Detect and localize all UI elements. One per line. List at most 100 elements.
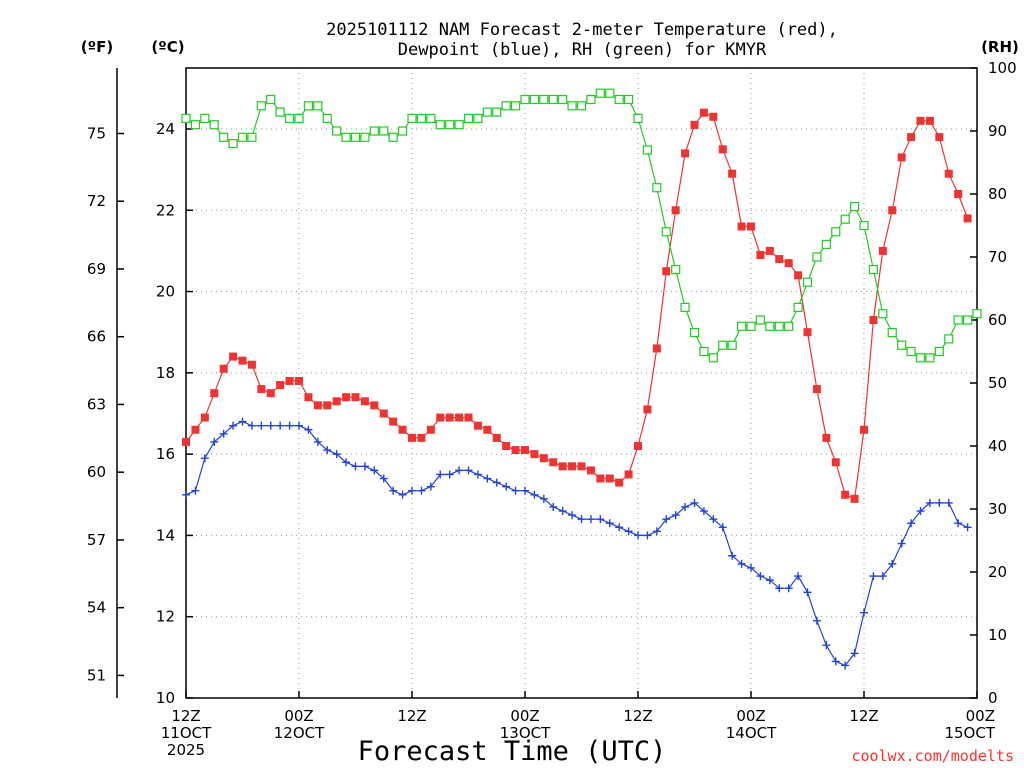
temperature-point bbox=[238, 356, 247, 365]
c-tick-label: 16 bbox=[156, 445, 175, 463]
rh-tick-label: 60 bbox=[988, 311, 1007, 329]
dewpoint-point bbox=[568, 511, 577, 520]
temperature-point bbox=[615, 478, 624, 487]
temperature-point bbox=[784, 259, 793, 268]
dewpoint-point bbox=[521, 486, 529, 495]
temperature-point bbox=[568, 462, 577, 471]
dewpoint-point bbox=[219, 429, 228, 438]
rh-point bbox=[454, 120, 464, 130]
rh-point bbox=[294, 113, 304, 124]
chart-title-line-1: 2025101112 NAM Forecast 2-meter Temperat… bbox=[326, 20, 838, 40]
rh-point bbox=[614, 94, 624, 105]
dewpoint-point bbox=[266, 421, 275, 430]
dewpoint-point bbox=[558, 507, 567, 516]
c-tick-label: 24 bbox=[156, 120, 175, 138]
dewpoint-point bbox=[812, 616, 821, 625]
rh-point bbox=[934, 346, 944, 357]
rh-point bbox=[463, 113, 474, 124]
dewpoint-point bbox=[408, 486, 416, 495]
rh-point bbox=[831, 227, 841, 237]
dewpoint-point bbox=[502, 482, 511, 491]
c-tick-label: 12 bbox=[156, 608, 175, 626]
rh-point bbox=[944, 334, 954, 344]
dewpoint-point bbox=[728, 551, 737, 560]
dewpoint-point bbox=[342, 458, 351, 467]
temperature-point bbox=[812, 385, 821, 394]
rh-point bbox=[567, 101, 577, 111]
rh-tick-label: 30 bbox=[988, 500, 1007, 518]
rh-point bbox=[878, 309, 888, 319]
dewpoint-point bbox=[624, 527, 633, 536]
temperature-point bbox=[229, 352, 238, 361]
rh-point bbox=[266, 94, 276, 105]
rh-point bbox=[520, 94, 530, 105]
temperature-point bbox=[869, 316, 878, 324]
rh-point bbox=[219, 132, 229, 142]
temperature-point bbox=[247, 360, 256, 369]
rh-tick-label: 10 bbox=[988, 626, 1007, 644]
temperature-point bbox=[747, 222, 755, 231]
x-tick-label: 12Z bbox=[397, 707, 426, 725]
temperature-point bbox=[643, 405, 652, 414]
c-tick-label: 18 bbox=[156, 364, 175, 382]
temperature-point bbox=[530, 450, 539, 459]
f-tick-label: 69 bbox=[87, 260, 106, 278]
dewpoint-point bbox=[907, 519, 916, 528]
dewpoint-point bbox=[747, 563, 755, 572]
dewpoint-point bbox=[850, 649, 859, 658]
dewpoint-point bbox=[464, 466, 473, 475]
temperature-point bbox=[521, 446, 529, 455]
rh-point bbox=[313, 101, 323, 111]
f-tick-label: 66 bbox=[87, 328, 106, 346]
rh-point bbox=[718, 340, 728, 350]
dewpoint-point bbox=[577, 515, 586, 524]
dewpoint-point bbox=[323, 446, 332, 455]
credit-text: coolwx.com/modelts bbox=[851, 747, 1014, 765]
gridlines bbox=[185, 68, 978, 699]
rh-point bbox=[906, 346, 916, 357]
temperature-point bbox=[944, 169, 953, 178]
temperature-point bbox=[483, 425, 492, 434]
dewpoint-point bbox=[304, 425, 313, 434]
dewpoint-point bbox=[643, 531, 652, 540]
temperature-point bbox=[191, 425, 200, 434]
rh-point bbox=[379, 126, 389, 136]
temperature-point bbox=[360, 397, 369, 406]
temperature-point bbox=[417, 433, 426, 442]
dewpoint-point bbox=[586, 515, 595, 524]
dewpoint-point bbox=[182, 490, 190, 499]
temperature-point bbox=[549, 458, 558, 467]
rh-point bbox=[661, 227, 671, 237]
rh-point bbox=[755, 315, 766, 325]
rh-point bbox=[209, 120, 219, 130]
temperature-point bbox=[718, 145, 727, 154]
temperature-point bbox=[502, 442, 511, 450]
dewpoint-point bbox=[295, 421, 303, 430]
dewpoint-point bbox=[963, 523, 972, 532]
rh-point bbox=[539, 94, 549, 105]
temperature-point bbox=[266, 389, 275, 398]
f-tick-label: 51 bbox=[87, 666, 106, 684]
rh-point bbox=[332, 126, 342, 136]
rh-point bbox=[953, 315, 963, 325]
rh-point bbox=[360, 132, 370, 142]
dewpoint-point bbox=[379, 474, 388, 483]
dewpoint-point bbox=[511, 486, 520, 495]
celsius-axis: 10 12 14 16 18 20 22 24 bbox=[156, 120, 193, 707]
dewpoint-point bbox=[784, 584, 793, 593]
rh-point bbox=[275, 107, 285, 117]
temperature-point bbox=[775, 255, 784, 264]
temperature-point bbox=[878, 246, 887, 255]
x-tick-label: 15OCT bbox=[944, 724, 995, 742]
dewpoint-point bbox=[238, 417, 247, 426]
fahrenheit-axis-unit: (ºF) bbox=[81, 38, 113, 56]
x-axis-title: Forecast Time (UTC) bbox=[358, 736, 667, 767]
rh-point bbox=[529, 94, 540, 105]
rh-point bbox=[350, 132, 361, 142]
x-tick-label: 12Z bbox=[849, 707, 878, 725]
temperature-point bbox=[605, 474, 614, 483]
temperature-point bbox=[257, 385, 266, 394]
dewpoint-point bbox=[756, 572, 765, 581]
chart-title-line-2: Dewpoint (blue), RH (green) for KMYR bbox=[398, 40, 767, 60]
series-rh bbox=[181, 88, 982, 363]
